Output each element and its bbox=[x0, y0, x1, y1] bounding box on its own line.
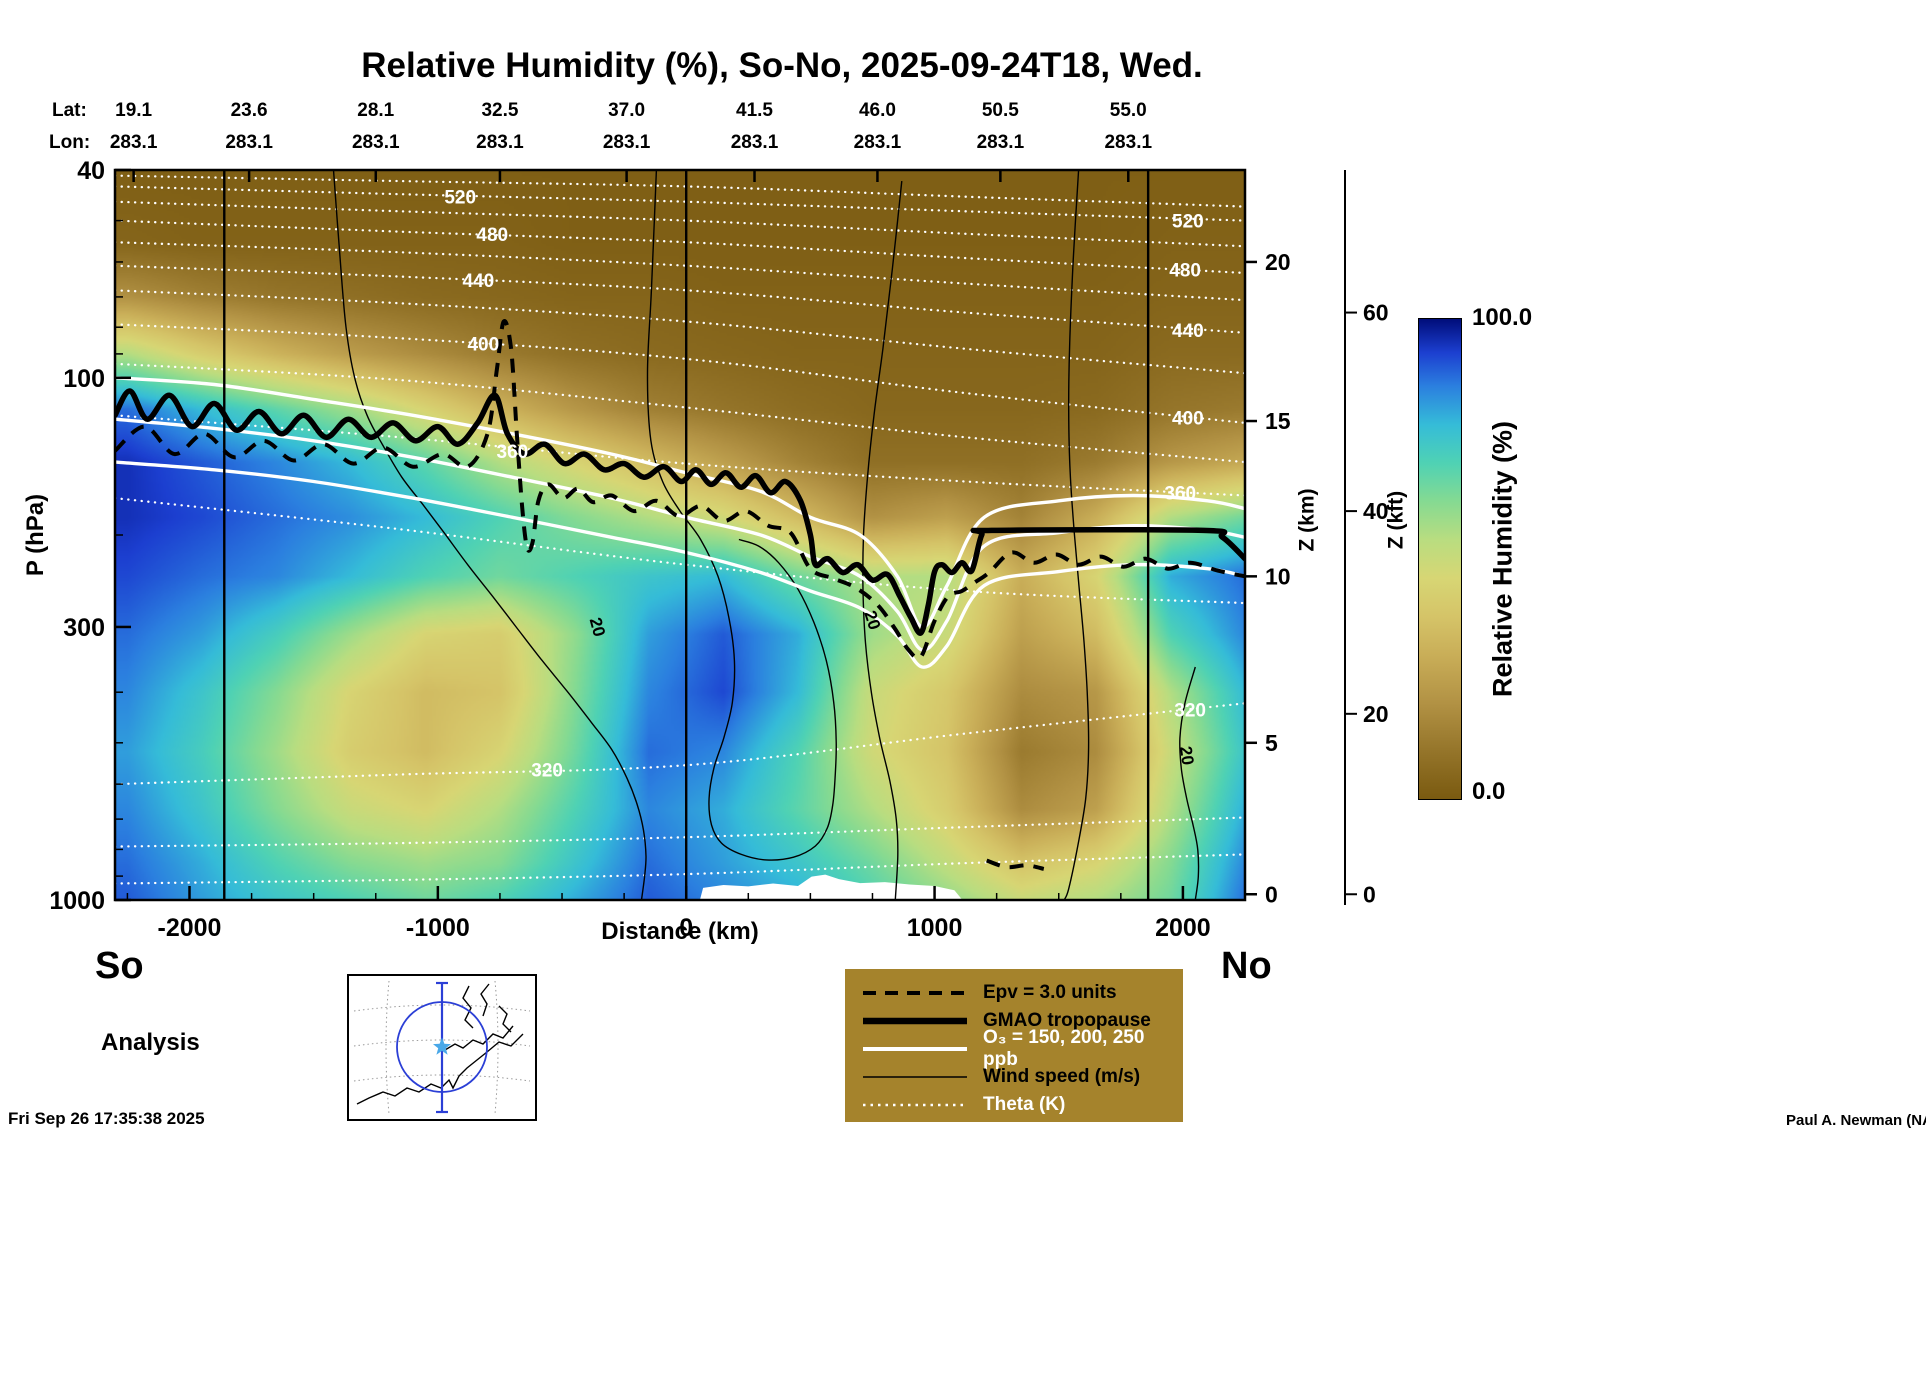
lat-tick-value: 55.0 bbox=[1109, 100, 1147, 121]
map-center-star-icon bbox=[433, 1037, 451, 1055]
thick-line-icon bbox=[863, 1017, 967, 1025]
legend-label: Wind speed (m/s) bbox=[983, 1066, 1141, 1087]
legend-label: Theta (K) bbox=[983, 1094, 1066, 1115]
lat-tick-value: 23.6 bbox=[230, 100, 268, 121]
figure-title: Relative Humidity (%), So-No, 2025-09-24… bbox=[361, 46, 1203, 85]
lat-tick-value: 41.5 bbox=[736, 100, 773, 121]
map-graticule bbox=[353, 980, 531, 1115]
lat-tick-value: 28.1 bbox=[357, 100, 395, 121]
lat-axis-label: Lat: bbox=[52, 100, 87, 121]
map-inset bbox=[347, 974, 537, 1121]
dotted-line-icon bbox=[863, 1103, 967, 1107]
z-kft-tick-label: 20 bbox=[1363, 701, 1389, 727]
z-kft-tick-label: 0 bbox=[1363, 881, 1376, 907]
lat-tick-value: 32.5 bbox=[481, 100, 519, 121]
x-axis-tick-label: -2000 bbox=[158, 914, 222, 942]
lat-tick-value: 50.5 bbox=[981, 100, 1019, 121]
map-coastline bbox=[356, 983, 524, 1105]
lon-tick-value: 283.1 bbox=[602, 132, 651, 153]
lon-tick-value: 283.1 bbox=[1104, 132, 1153, 153]
legend-item-tropopause: GMAO tropopause bbox=[859, 1007, 1183, 1035]
colorbar-gradient bbox=[1418, 318, 1462, 800]
p-axis-tick-label: 300 bbox=[63, 614, 105, 642]
p-axis-tick-label: 40 bbox=[77, 157, 105, 185]
lon-tick-value: 283.1 bbox=[351, 132, 400, 153]
credit-label: Paul A. Newman (NASA bbox=[1786, 1112, 1926, 1129]
lon-tick-value: 283.1 bbox=[476, 132, 524, 153]
lat-tick-value: 19.1 bbox=[115, 100, 153, 121]
pressure-axis-title: P (hPa) bbox=[22, 493, 49, 577]
legend-label: Epv = 3.0 units bbox=[983, 982, 1117, 1003]
lon-tick-value: 283.1 bbox=[730, 132, 779, 153]
x-axis-tick-label: -1000 bbox=[406, 914, 470, 942]
legend-box: Epv = 3.0 units GMAO tropopause O₃ = 150… bbox=[845, 969, 1183, 1122]
p-axis-tick-label: 1000 bbox=[49, 887, 105, 915]
z-km-tick-label: 5 bbox=[1265, 730, 1278, 756]
rh-heatmap bbox=[115, 170, 1245, 900]
z-km-tick-label: 15 bbox=[1265, 408, 1291, 434]
analysis-label: Analysis bbox=[101, 1029, 200, 1056]
timestamp-label: Fri Sep 26 17:35:38 2025 bbox=[8, 1109, 205, 1128]
legend-item-theta: Theta (K) bbox=[859, 1091, 1183, 1119]
colorbar-min-label: 0.0 bbox=[1472, 778, 1506, 805]
lon-tick-value: 283.1 bbox=[853, 132, 902, 153]
z-km-tick-label: 0 bbox=[1265, 881, 1278, 907]
lon-tick-value: 283.1 bbox=[109, 132, 158, 153]
legend-label: O₃ = 150, 200, 250 ppb bbox=[983, 1027, 1145, 1070]
z-kft-axis-title: Z (kft) bbox=[1384, 490, 1408, 550]
white-line-icon bbox=[863, 1047, 967, 1051]
legend-item-ozone: O₃ = 150, 200, 250 ppb bbox=[859, 1027, 1183, 1070]
z-kft-tick-label: 60 bbox=[1363, 300, 1389, 326]
south-end-label: So bbox=[95, 945, 144, 987]
lat-tick-value: 46.0 bbox=[858, 100, 896, 121]
colorbar-title: Relative Humidity (%) bbox=[1487, 420, 1518, 698]
z-km-tick-label: 10 bbox=[1265, 563, 1291, 589]
x-axis-tick-label: 2000 bbox=[1155, 914, 1211, 942]
distance-axis-title: Distance (km) bbox=[601, 918, 759, 945]
legend-item-wind: Wind speed (m/s) bbox=[859, 1063, 1183, 1091]
lon-tick-value: 283.1 bbox=[225, 132, 273, 153]
x-axis-tick-label: 1000 bbox=[907, 914, 963, 942]
z-km-tick-label: 20 bbox=[1265, 249, 1291, 275]
legend-item-epv: Epv = 3.0 units bbox=[859, 979, 1183, 1007]
north-end-label: No bbox=[1221, 945, 1272, 987]
z-km-axis-title: Z (km) bbox=[1295, 488, 1319, 552]
lon-axis-label: Lon: bbox=[49, 132, 91, 153]
colorbar-max-label: 100.0 bbox=[1472, 304, 1533, 331]
map-inset-svg bbox=[353, 980, 531, 1115]
p-axis-tick-label: 100 bbox=[63, 365, 105, 393]
lon-tick-value: 283.1 bbox=[976, 132, 1025, 153]
legend-label: GMAO tropopause bbox=[983, 1010, 1151, 1031]
lat-tick-value: 37.0 bbox=[608, 100, 646, 121]
thin-line-icon bbox=[863, 1076, 967, 1078]
dashed-line-icon bbox=[863, 991, 967, 995]
